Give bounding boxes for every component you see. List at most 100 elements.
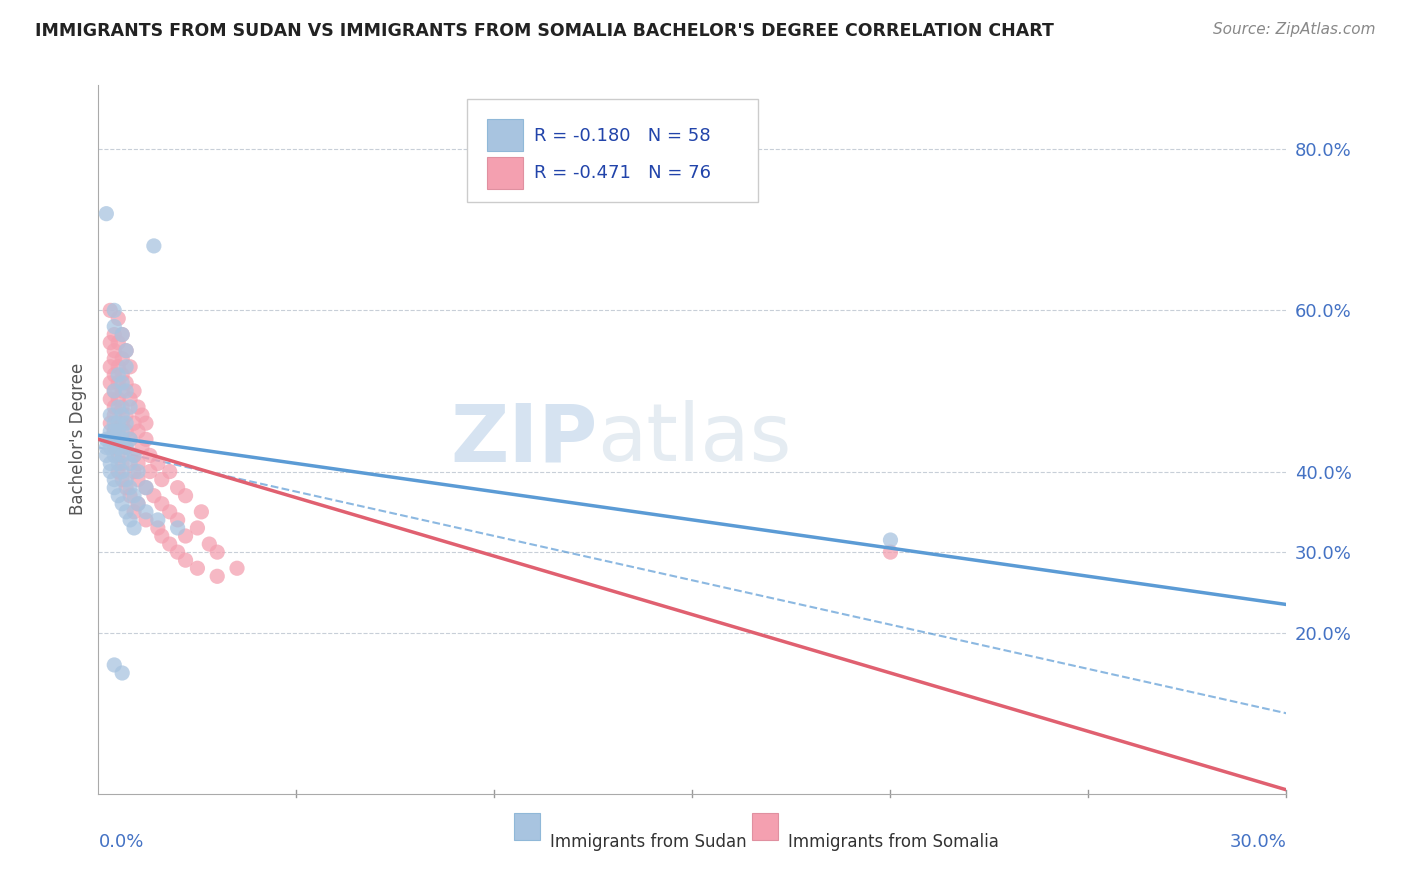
Point	[103, 303, 125, 318]
FancyBboxPatch shape	[486, 119, 523, 151]
Point	[174, 553, 197, 567]
Point	[150, 529, 173, 543]
Text: Immigrants from Somalia: Immigrants from Somalia	[787, 833, 998, 851]
Point	[98, 416, 121, 430]
Point	[139, 449, 162, 463]
Point	[127, 473, 149, 487]
Point	[111, 376, 134, 390]
Point	[166, 521, 188, 535]
Point	[107, 311, 129, 326]
Point	[107, 376, 129, 390]
Point	[107, 359, 129, 374]
Point	[115, 505, 138, 519]
Point	[879, 533, 901, 547]
Point	[107, 416, 129, 430]
Point	[107, 335, 129, 350]
Point	[98, 457, 121, 471]
Point	[127, 465, 149, 479]
Point	[103, 473, 125, 487]
Point	[111, 473, 134, 487]
Point	[127, 457, 149, 471]
Point	[120, 392, 142, 406]
Point	[103, 408, 125, 422]
Point	[115, 441, 138, 455]
Point	[107, 489, 129, 503]
Point	[122, 449, 145, 463]
Point	[115, 408, 138, 422]
Point	[150, 497, 173, 511]
Point	[107, 441, 129, 455]
Point	[107, 457, 129, 471]
Point	[96, 433, 118, 447]
Point	[146, 457, 169, 471]
Point	[120, 481, 142, 495]
Point	[131, 441, 153, 455]
Point	[120, 513, 142, 527]
Point	[166, 545, 188, 559]
Point	[103, 657, 125, 672]
Point	[107, 368, 129, 382]
Point	[115, 376, 138, 390]
Point	[98, 408, 121, 422]
Point	[107, 392, 129, 406]
Point	[103, 441, 125, 455]
Point	[96, 441, 118, 455]
Point	[115, 481, 138, 495]
Point	[111, 384, 134, 398]
Point	[122, 384, 145, 398]
Point	[120, 433, 142, 447]
Text: 30.0%: 30.0%	[1230, 833, 1286, 851]
Point	[107, 400, 129, 414]
FancyBboxPatch shape	[752, 813, 778, 840]
Point	[159, 465, 181, 479]
Point	[111, 424, 134, 438]
Text: Source: ZipAtlas.com: Source: ZipAtlas.com	[1212, 22, 1375, 37]
Point	[879, 545, 901, 559]
Point	[174, 529, 197, 543]
Point	[96, 207, 118, 221]
Point	[115, 441, 138, 455]
Point	[98, 424, 121, 438]
Point	[111, 465, 134, 479]
Point	[146, 521, 169, 535]
Point	[122, 505, 145, 519]
Point	[226, 561, 249, 575]
Point	[98, 433, 121, 447]
Point	[135, 513, 157, 527]
Point	[142, 489, 165, 503]
Point	[111, 327, 134, 342]
Point	[111, 497, 134, 511]
Point	[122, 521, 145, 535]
Point	[166, 513, 188, 527]
Point	[120, 489, 142, 503]
Point	[111, 400, 134, 414]
Point	[205, 545, 228, 559]
Point	[135, 481, 157, 495]
Point	[120, 433, 142, 447]
Point	[120, 400, 142, 414]
Point	[150, 473, 173, 487]
Point	[98, 303, 121, 318]
Text: R = -0.471   N = 76: R = -0.471 N = 76	[534, 164, 711, 182]
Point	[131, 408, 153, 422]
Text: 0.0%: 0.0%	[98, 833, 143, 851]
Point	[111, 416, 134, 430]
Point	[135, 505, 157, 519]
Point	[127, 497, 149, 511]
Point	[107, 424, 129, 438]
Point	[111, 457, 134, 471]
Point	[190, 505, 212, 519]
Point	[103, 424, 125, 438]
Point	[111, 327, 134, 342]
FancyBboxPatch shape	[515, 813, 540, 840]
Point	[159, 537, 181, 551]
Point	[98, 335, 121, 350]
Point	[135, 481, 157, 495]
Point	[103, 416, 125, 430]
FancyBboxPatch shape	[467, 99, 758, 202]
Point	[127, 424, 149, 438]
Point	[205, 569, 228, 583]
Point	[146, 513, 169, 527]
Point	[120, 359, 142, 374]
Point	[111, 449, 134, 463]
